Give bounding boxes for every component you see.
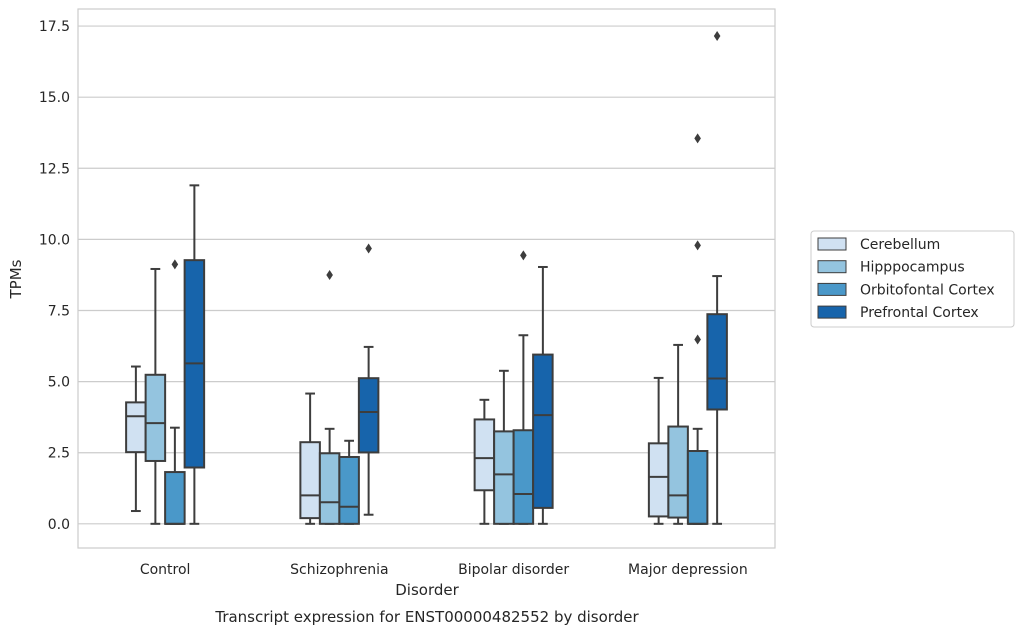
x-axis-label: Disorder — [395, 581, 459, 599]
y-axis-label: TPMs — [7, 259, 25, 299]
legend-swatch — [817, 282, 847, 296]
box — [299, 441, 321, 520]
box — [706, 313, 728, 411]
box — [318, 452, 341, 525]
x-tick-label: Bipolar disorder — [458, 562, 569, 578]
legend-swatch — [817, 305, 847, 319]
box-group — [512, 250, 535, 525]
box — [473, 418, 496, 492]
box-group — [338, 439, 360, 525]
box-group — [532, 265, 554, 525]
box-group — [318, 269, 341, 525]
legend-label: Cerebellum — [860, 237, 940, 253]
box — [512, 429, 535, 525]
outlier-point — [171, 259, 179, 270]
box-group — [473, 398, 496, 525]
box-group — [183, 184, 206, 525]
y-tick-label: 2.5 — [48, 446, 70, 462]
box-group — [647, 376, 670, 525]
box-group — [299, 392, 321, 525]
chart-caption: Transcript expression for ENST0000048255… — [214, 608, 639, 626]
box — [338, 455, 360, 525]
legend-frame — [810, 230, 1015, 328]
y-tick-label: 15.0 — [39, 90, 70, 106]
y-tick-label: 17.5 — [39, 19, 70, 35]
box — [686, 450, 709, 525]
legend-swatch — [817, 237, 847, 251]
y-tick-label: 0.0 — [48, 517, 70, 533]
box-group — [357, 243, 380, 516]
box-group — [686, 133, 709, 525]
box — [532, 353, 554, 509]
outlier-point — [713, 31, 721, 42]
box-group — [493, 369, 515, 525]
box-group — [125, 365, 147, 513]
boxes — [125, 31, 728, 525]
x-tick-label: Major depression — [628, 562, 748, 578]
outlier-point — [326, 269, 333, 280]
box-group — [667, 343, 689, 525]
box-group — [164, 259, 186, 525]
legend-label: Prefrontal Cortex — [860, 305, 979, 321]
outlier-point — [694, 334, 701, 345]
box — [357, 377, 380, 454]
legend-swatch — [817, 260, 847, 274]
x-tick-label: Control — [140, 562, 191, 578]
y-axis-ticks: 0.0 2.5 5.0 7.5 10.0 12.5 15.0 17.5 — [39, 19, 70, 533]
box — [164, 471, 186, 525]
legend-label: Orbitofontal Cortex — [860, 282, 995, 298]
legend-label: Hipppocampus — [860, 260, 965, 276]
outlier-point — [694, 133, 701, 144]
box — [647, 442, 670, 518]
x-axis-ticks: Control Schizophrenia Bipolar disorder Majo… — [140, 562, 748, 578]
y-tick-label: 10.0 — [39, 232, 70, 248]
box — [667, 425, 689, 519]
box — [144, 373, 167, 462]
y-tick-label: 5.0 — [48, 375, 70, 391]
box-group — [706, 31, 728, 525]
y-tick-label: 7.5 — [48, 303, 70, 319]
box-group — [144, 267, 167, 525]
box — [125, 401, 147, 454]
x-tick-label: Schizophrenia — [290, 562, 388, 578]
outlier-point — [365, 243, 372, 254]
box — [493, 430, 515, 525]
y-tick-label: 12.5 — [39, 161, 70, 177]
outlier-point — [520, 250, 527, 261]
outlier-point — [694, 240, 701, 251]
legend: Cerebellum Hipppocampus Orbitofontal Corte… — [810, 230, 1015, 328]
plot-frame — [77, 8, 776, 549]
